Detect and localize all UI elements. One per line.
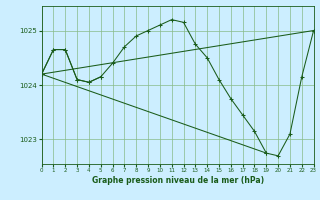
X-axis label: Graphe pression niveau de la mer (hPa): Graphe pression niveau de la mer (hPa): [92, 176, 264, 185]
